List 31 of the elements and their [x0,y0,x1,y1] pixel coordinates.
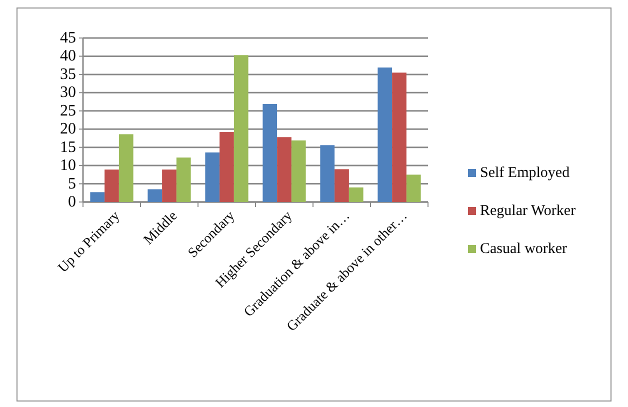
bar [392,72,406,202]
legend-label: Self Employed [480,165,570,181]
bar [334,169,349,202]
y-tick-label: 15 [60,138,76,156]
bar [234,55,248,202]
bar [277,137,292,202]
bar [104,170,119,202]
bar [148,189,162,202]
bar [118,134,134,202]
y-tick-label: 40 [60,48,76,65]
y-tick-label: 0 [68,194,76,210]
y-tick-label: 30 [60,84,76,102]
y-tick-label: 5 [68,175,76,192]
y-tick-label: 25 [60,102,76,120]
y-tick-label: 45 [60,30,76,46]
legend-label: Casual worker [480,241,568,257]
bar [205,152,220,202]
legend-label: Regular Worker [480,203,576,219]
bar [176,158,191,202]
bar [162,170,176,202]
bar [291,140,306,202]
bar [90,192,105,202]
bar [320,145,335,202]
bar [406,174,421,202]
y-tick-label: 20 [60,120,76,138]
y-tick-label: 10 [60,157,76,174]
y-tick-label: 35 [60,66,76,83]
bar [220,132,234,202]
bar [348,187,364,202]
bar [262,104,278,202]
bar [378,68,392,202]
